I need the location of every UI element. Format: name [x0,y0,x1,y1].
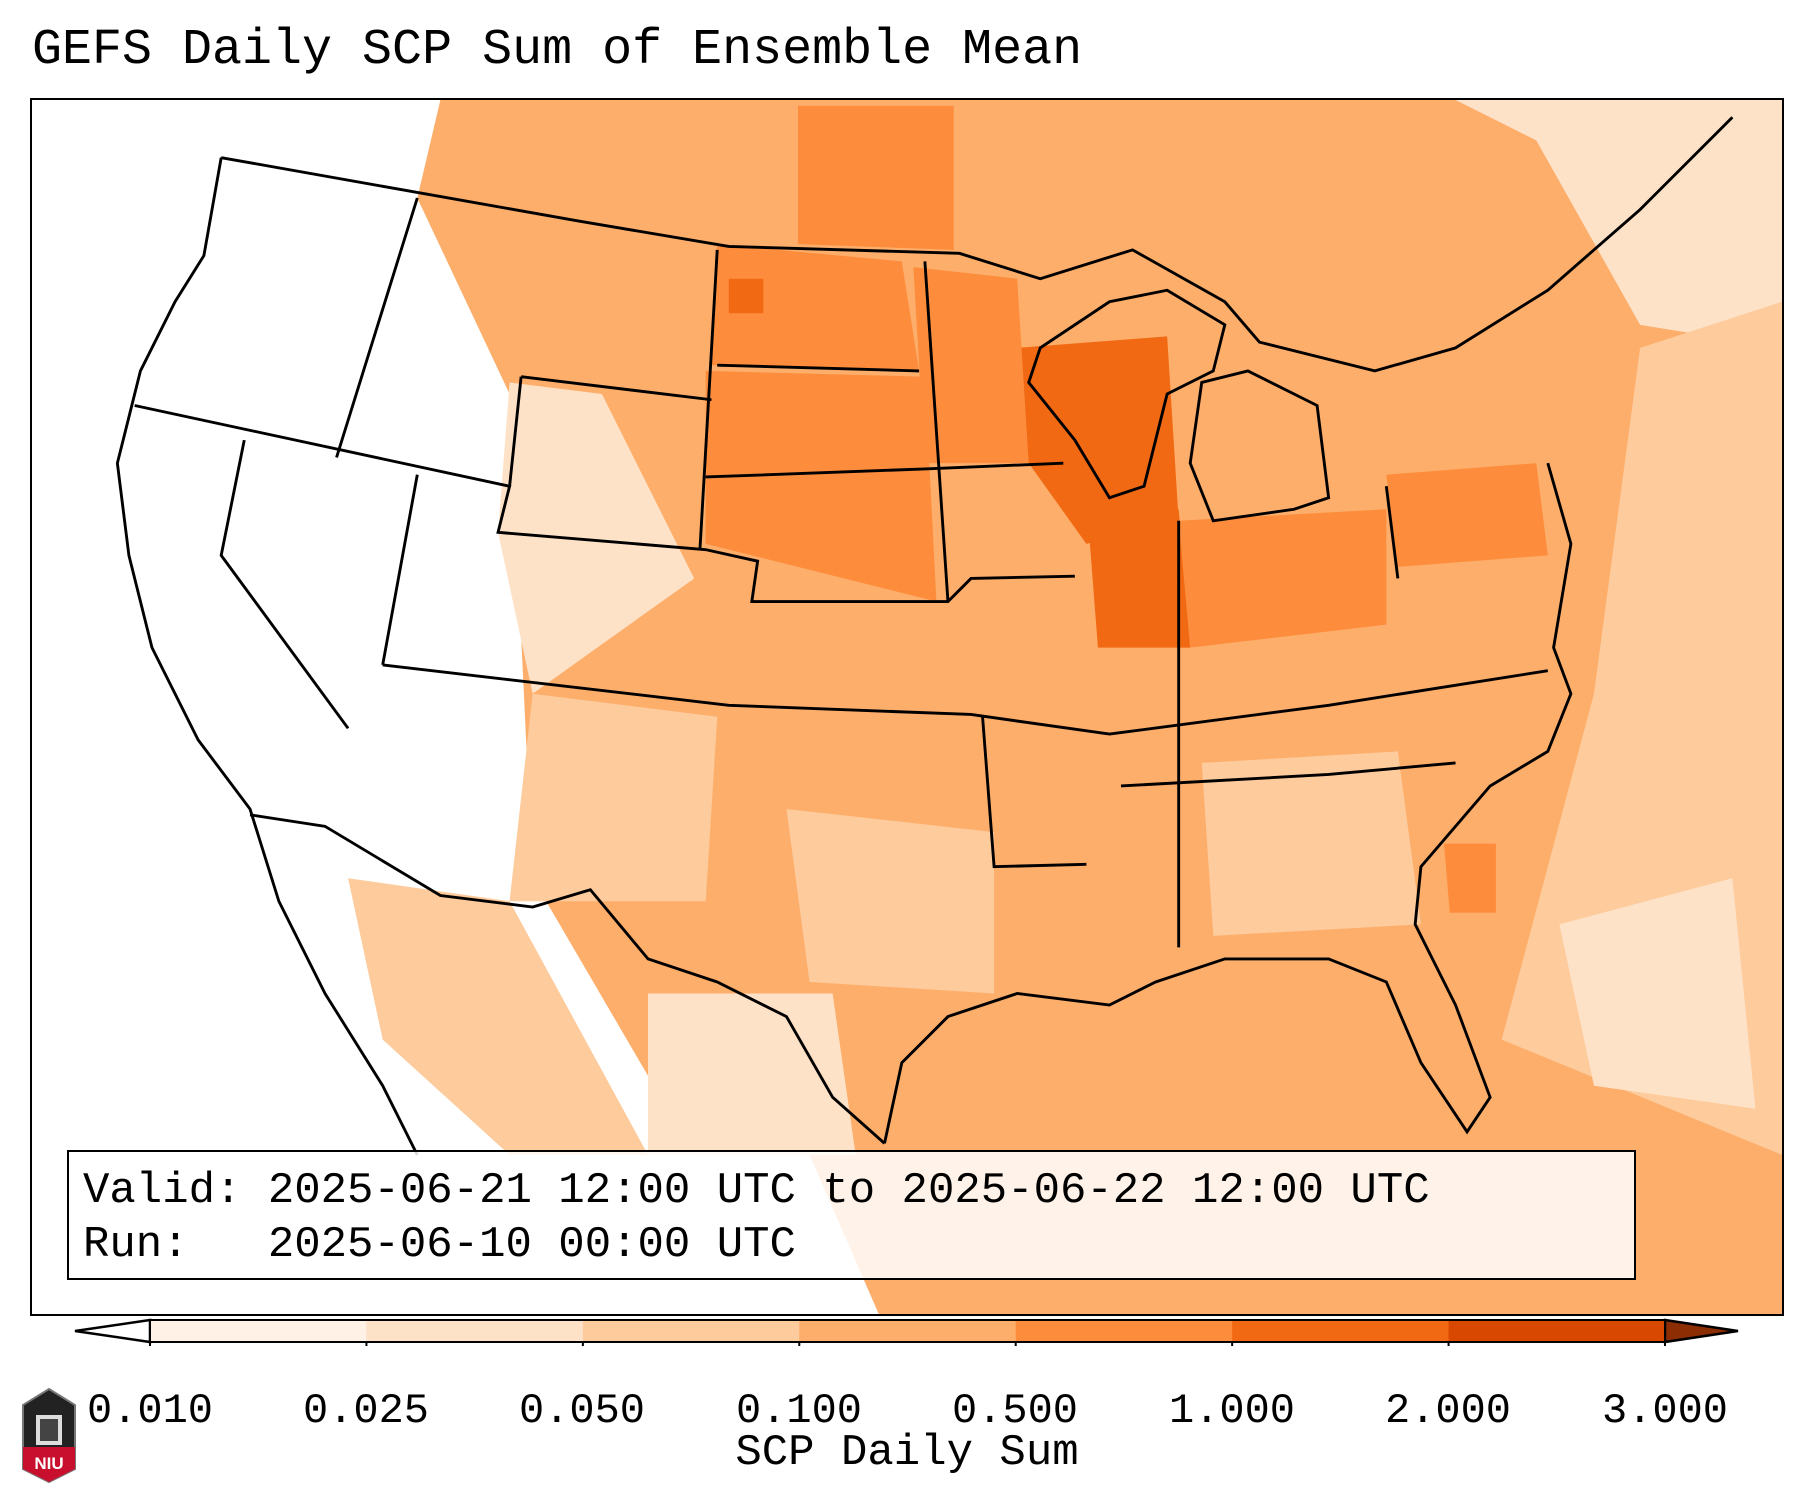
colorbar-tick: 0.025 [302,1387,430,1435]
state-lines-horizontal [520,363,1456,788]
colorbar-bin [1015,1320,1233,1342]
east-gulf-coastline [883,462,1573,1144]
scp-field-map [32,100,1782,1314]
map-panel [30,98,1784,1316]
west-coastline [115,157,419,1156]
colorbar-bin [799,1320,1017,1342]
svg-text:NIU: NIU [34,1454,63,1473]
scp-shading [32,100,1782,1314]
great-lakes-region [1027,288,1227,500]
colorbar-tick: 1.000 [1168,1387,1296,1435]
colorbar-under-arrow [74,1318,152,1344]
colorbar-tick: 0.100 [735,1387,863,1435]
colorbar-tick: 2.000 [1384,1387,1512,1435]
valid-run-box: Valid: 2025-06-21 12:00 UTC to 2025-06-2… [67,1150,1636,1280]
michigan-outline [1188,369,1331,523]
colorbar-bin [1232,1320,1450,1342]
colorbar-tick: 3.000 [1601,1387,1729,1435]
boundaries [115,116,1734,1156]
colorbar-tick: 0.050 [518,1387,646,1435]
colorbar-outline [149,1319,1666,1343]
colorbar-bin [366,1320,584,1342]
colorbar-over-arrow [1663,1318,1739,1344]
colorbar-bin [582,1320,800,1342]
mexico-border [249,813,886,1145]
run-value: 2025-06-10 00:00 UTC [267,1220,796,1270]
colorbar-label: SCP Daily Sum [735,1428,1079,1478]
colorbar-tick: 0.010 [86,1387,214,1435]
canada-border [220,116,1734,373]
run-label: Run: [83,1220,242,1270]
state-line-2 [382,663,1549,736]
colorbar-tick: 0.500 [951,1387,1079,1435]
state-line-1 [134,404,1075,603]
colorbar [74,1318,1739,1346]
valid-value: 2025-06-21 12:00 UTC to 2025-06-22 12:00… [267,1166,1430,1216]
map-title: GEFS Daily SCP Sum of Ensemble Mean [32,22,1083,79]
colorbar-bin [1448,1320,1666,1342]
valid-label: Valid: [83,1166,242,1216]
colorbar-bin [150,1320,367,1342]
niu-logo: NIU [22,1387,76,1483]
